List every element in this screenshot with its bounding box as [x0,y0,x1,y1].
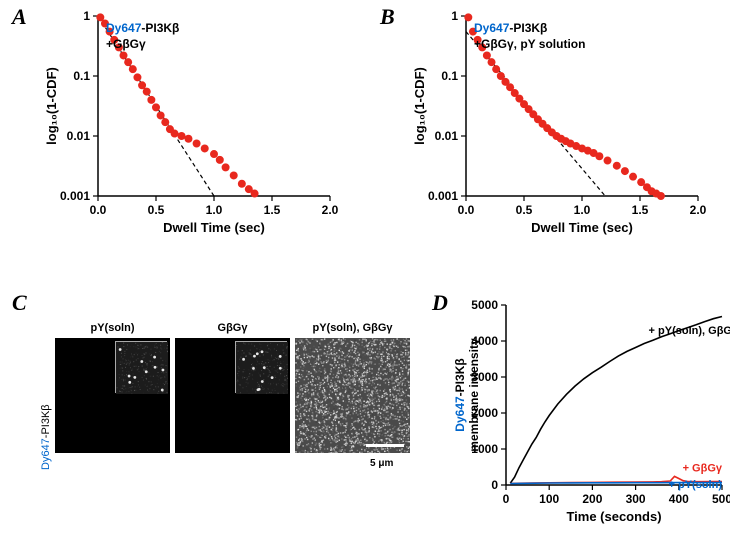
svg-text:0.5: 0.5 [516,203,533,217]
scalebar-label: 5 μm [370,458,393,469]
panel-c-ylabel-rest: -PI3Kβ [40,404,52,438]
micrograph-3 [295,338,410,453]
svg-text:1.5: 1.5 [264,203,281,217]
svg-text:+ GβGγ: + GβGγ [683,462,723,474]
svg-text:0.01: 0.01 [435,129,459,143]
svg-text:5000: 5000 [471,298,498,312]
panel-d-label: D [432,290,448,316]
scalebar [366,444,404,447]
panel-b-label: B [380,4,395,30]
micrograph-2-inset-svg [236,342,288,394]
svg-text:0.0: 0.0 [90,203,107,217]
svg-text:2.0: 2.0 [690,203,707,217]
svg-text:500: 500 [712,492,730,506]
svg-text:0.1: 0.1 [73,69,90,83]
svg-text:membrane intensity: membrane intensity [467,338,481,452]
svg-text:1.0: 1.0 [206,203,223,217]
micrograph-2-inset [235,341,287,393]
panel-b-plot: 0.0 0.5 1.0 1.5 2.0 0.001 0.01 0.1 1 Dwell Time (… [408,8,708,238]
svg-text:log₁₀(1-CDF): log₁₀(1-CDF) [412,67,427,145]
micrograph-2 [175,338,290,453]
svg-text:2.0: 2.0 [322,203,339,217]
svg-text:0.01: 0.01 [67,129,91,143]
svg-text:0.0: 0.0 [458,203,475,217]
svg-text:Dy647-PI3Kβ: Dy647-PI3Kβ [453,358,467,431]
svg-text:0.5: 0.5 [148,203,165,217]
panel-c-ylabel: Dy647-PI3Kβ [40,404,52,470]
figure-container: A 0.00.51.01.52.00.0010.010.11Dwell Time… [0,0,738,541]
svg-text:Time (seconds): Time (seconds) [566,509,661,524]
svg-text:Dwell Time (sec): Dwell Time (sec) [163,220,265,235]
panel-c-title-2: GβGγ [175,322,290,334]
panel-a-label: A [12,4,27,30]
svg-text:1: 1 [83,9,90,23]
svg-text:log₁₀(1-CDF): log₁₀(1-CDF) [44,67,59,145]
svg-text:400: 400 [669,492,689,506]
svg-text:0.1: 0.1 [441,69,458,83]
svg-text:+GβGγ, pY solution: +GβGγ, pY solution [474,37,585,51]
panel-c-ylabel-pre: Dy647 [40,438,52,470]
svg-text:+GβGγ: +GβGγ [106,37,146,51]
svg-text:0: 0 [503,492,510,506]
micrograph-1-inset-svg [116,342,168,394]
svg-text:100: 100 [539,492,559,506]
svg-text:0: 0 [491,478,498,492]
svg-text:1: 1 [451,9,458,23]
svg-text:+ pY(soln): + pY(soln) [669,479,723,491]
svg-text:Dy647-PI3Kβ: Dy647-PI3Kβ [474,21,547,35]
micrograph-1 [55,338,170,453]
svg-text:0.001: 0.001 [60,189,90,203]
panel-c-title-3: pY(soln), GβGγ [295,322,410,334]
svg-text:200: 200 [582,492,602,506]
svg-text:1.0: 1.0 [574,203,591,217]
panel-c-label: C [12,290,27,316]
panel-d-plot: 0100200300400500010002000300040005000Tim… [450,295,730,525]
svg-text:Dy647-PI3Kβ: Dy647-PI3Kβ [106,21,179,35]
panel-c-title-1: pY(soln) [55,322,170,334]
svg-text:300: 300 [626,492,646,506]
svg-text:0.001: 0.001 [428,189,458,203]
panel-a-plot: 0.0 0.5 1.0 1.5 2.0 0.001 0.01 0.1 1 Dwell Time (… [40,8,340,238]
micrograph-3-svg [295,338,410,453]
micrograph-1-inset [115,341,167,393]
svg-text:1.5: 1.5 [632,203,649,217]
svg-text:Dwell Time (sec): Dwell Time (sec) [531,220,633,235]
svg-text:+ pY(soln), GβGγ: + pY(soln), GβGγ [649,325,730,337]
